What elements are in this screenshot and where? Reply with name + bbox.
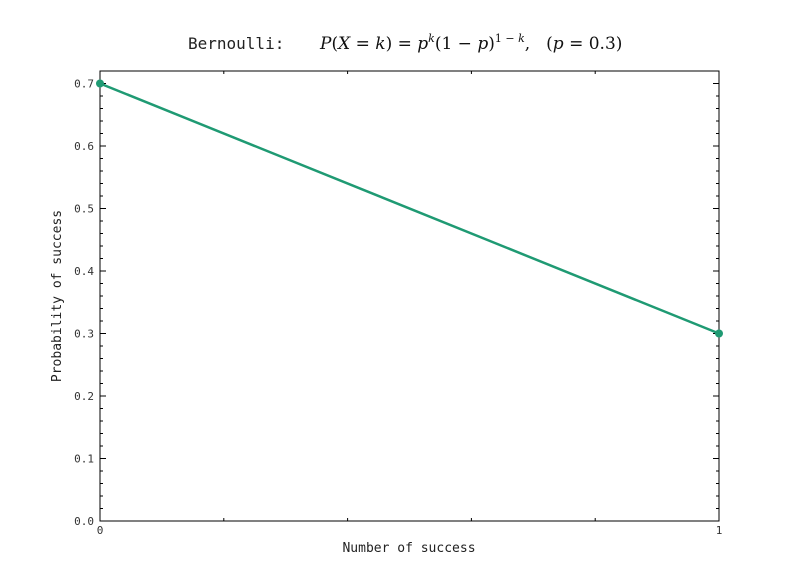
x-tick-label: 1	[716, 524, 723, 537]
data-point	[96, 79, 104, 88]
chart-title: Bernoulli: P(X = k) = pk(1 − p)1 − k, (p …	[188, 32, 622, 54]
y-tick-label: 0.5	[74, 203, 94, 216]
y-tick-label: 0.0	[74, 515, 94, 528]
chart-title-formula: P(X = k) = pk(1 − p)1 − k, (p = 0.3)	[319, 32, 622, 54]
x-axis-label: Number of success	[342, 541, 475, 556]
data-point	[715, 329, 723, 338]
x-tick-label: 0	[97, 524, 104, 537]
y-axis-label: Probability of success	[50, 210, 65, 382]
y-tick-label: 0.7	[74, 78, 94, 91]
y-tick-label: 0.1	[74, 453, 94, 466]
y-tick-label: 0.4	[74, 265, 94, 278]
series-line	[99, 82, 720, 335]
plot-area: 0.0 0.1 0.2 0.3 0.4 0.5 0.6 0.7 0 1	[74, 70, 723, 537]
y-tick-label: 0.6	[74, 140, 94, 153]
y-tick-label: 0.3	[74, 328, 94, 341]
y-tick-label: 0.2	[74, 390, 94, 403]
chart-title-prefix: Bernoulli:	[188, 34, 284, 53]
